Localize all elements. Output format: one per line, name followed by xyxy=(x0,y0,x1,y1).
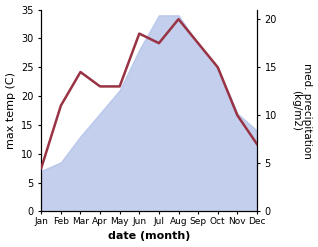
Y-axis label: max temp (C): max temp (C) xyxy=(5,72,16,149)
X-axis label: date (month): date (month) xyxy=(108,231,190,242)
Y-axis label: med. precipitation
(kg/m2): med. precipitation (kg/m2) xyxy=(291,62,313,158)
